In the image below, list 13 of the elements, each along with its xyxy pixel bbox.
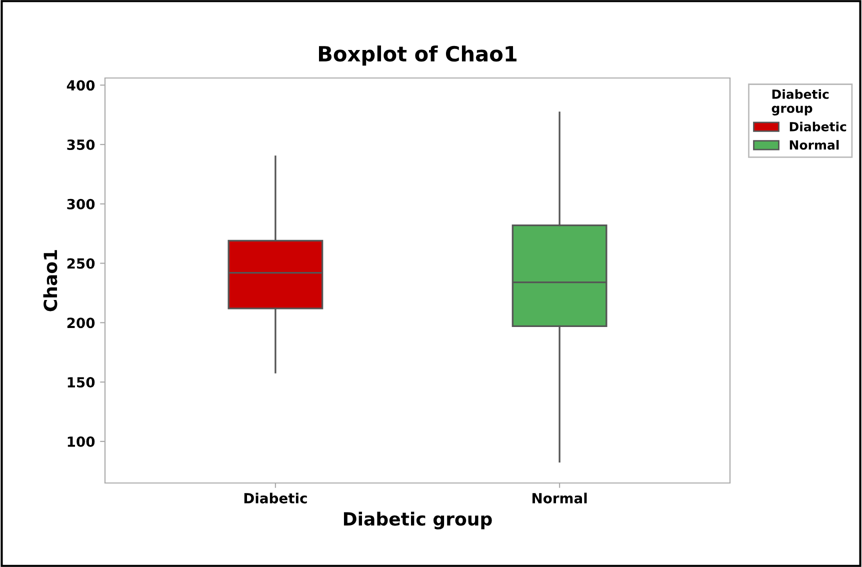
y-tick-label: 150: [68, 377, 95, 388]
legend-title: Diabetic group: [772, 89, 829, 116]
legend-label: Normal: [790, 140, 839, 150]
y-tick-label: 100: [68, 436, 95, 447]
y-tick-label: 200: [67, 318, 95, 328]
y-axis-title: Chao1: [43, 250, 58, 312]
chart-title: Boxplot of Chao1: [319, 46, 516, 66]
y-tick-label: 250: [67, 258, 95, 269]
y-tick-label: 300: [67, 198, 95, 210]
x-axis-title: Diabetic group: [344, 512, 492, 530]
legend-label: Diabetic: [790, 122, 846, 132]
y-tick-label: 350: [67, 139, 95, 150]
y-tick-label: 400: [66, 80, 95, 91]
